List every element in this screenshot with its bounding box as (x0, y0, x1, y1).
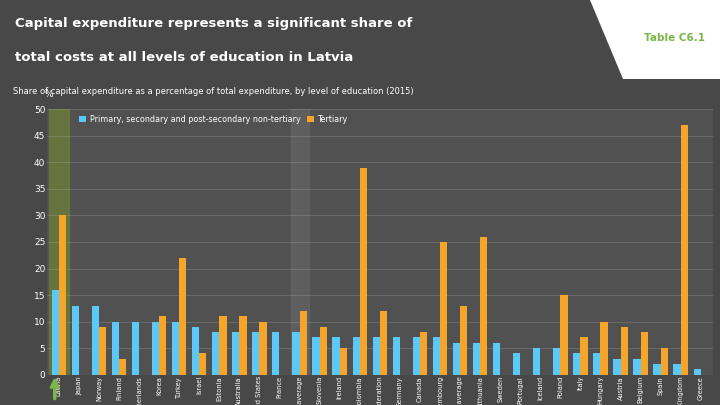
Bar (272, 332, 279, 375)
Bar (634, 359, 641, 375)
Bar (673, 364, 680, 375)
Bar (152, 322, 159, 375)
Bar (300, 311, 307, 375)
Bar (392, 337, 400, 375)
Bar (292, 332, 300, 375)
Bar (192, 327, 199, 375)
Bar (312, 337, 320, 375)
Bar (119, 359, 126, 375)
Bar (59, 215, 66, 375)
Bar (239, 316, 246, 375)
Bar (199, 354, 207, 375)
Bar (613, 359, 621, 375)
Bar (560, 295, 567, 375)
Text: Table C6.1: Table C6.1 (644, 33, 705, 43)
Bar (360, 168, 367, 375)
Bar (252, 332, 259, 375)
Bar (420, 332, 427, 375)
Bar (91, 306, 99, 375)
Bar (52, 290, 59, 375)
Bar (513, 354, 521, 375)
Legend: Primary, secondary and post-secondary non-tertiary, Tertiary: Primary, secondary and post-secondary no… (78, 113, 349, 126)
Text: Capital expenditure represents a significant share of: Capital expenditure represents a signifi… (14, 17, 412, 30)
Bar (320, 327, 327, 375)
Bar (621, 327, 628, 375)
Bar (413, 337, 420, 375)
Bar (212, 332, 220, 375)
Bar (99, 327, 106, 375)
Bar (493, 343, 500, 375)
Bar (600, 322, 608, 375)
Bar (179, 258, 186, 375)
Bar (232, 332, 239, 375)
Bar (661, 348, 668, 375)
Bar (440, 242, 447, 375)
Bar (291, 109, 309, 375)
Text: total costs at all levels of education in Latvia: total costs at all levels of education i… (14, 51, 353, 64)
Bar (460, 306, 467, 375)
Polygon shape (590, 0, 720, 79)
Bar (654, 364, 661, 375)
Bar (333, 337, 340, 375)
Bar (593, 354, 600, 375)
Bar (259, 322, 266, 375)
Bar (112, 322, 119, 375)
Bar (480, 237, 487, 375)
Bar (159, 316, 166, 375)
Bar (473, 343, 480, 375)
Bar (380, 311, 387, 375)
Bar (641, 332, 648, 375)
Bar (433, 337, 440, 375)
Bar (72, 306, 79, 375)
Bar (49, 109, 69, 375)
Bar (372, 337, 380, 375)
Text: Share of capital expenditure as a percentage of total expenditure, by level of e: Share of capital expenditure as a percen… (13, 87, 413, 96)
Bar (553, 348, 560, 375)
Bar (693, 369, 701, 375)
Bar (580, 337, 588, 375)
Bar (533, 348, 540, 375)
Text: %: % (45, 90, 53, 99)
Bar (132, 322, 139, 375)
Bar (453, 343, 460, 375)
Bar (680, 125, 688, 375)
Bar (573, 354, 580, 375)
Bar (172, 322, 179, 375)
Bar (220, 316, 227, 375)
Bar (340, 348, 347, 375)
Bar (353, 337, 360, 375)
